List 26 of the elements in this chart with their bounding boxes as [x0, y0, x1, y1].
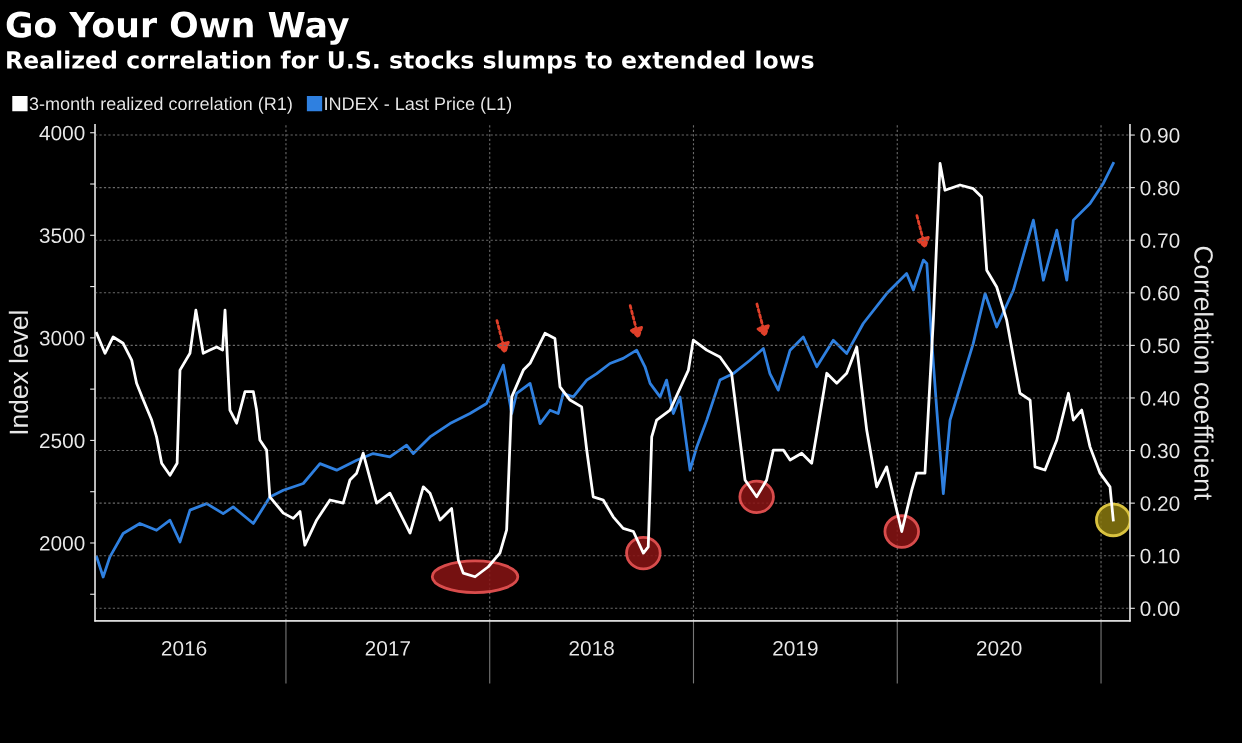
x-tick-label: 2017	[365, 640, 410, 656]
y-tick-label: 4000	[39, 125, 85, 141]
y-tick-label: 3500	[39, 228, 85, 244]
y-tick-label: 2000	[40, 535, 85, 551]
y2-tick-label: 0.40	[1140, 390, 1180, 406]
x-tick-label: 2020	[977, 640, 1022, 656]
y2-tick-label: 0.50	[1140, 338, 1180, 354]
x-tick-label: 2016	[161, 640, 207, 656]
y-axis-title: Index level	[8, 311, 29, 434]
x-tick-label: 2018	[569, 640, 614, 656]
x-tick-label: 2019	[773, 640, 818, 656]
y2-tick-label: 0.30	[1140, 443, 1180, 459]
y2-tick-label: 0.80	[1140, 180, 1180, 196]
chart-subtitle: Realized correlation for U.S. stocks slumps to extended lows	[7, 50, 814, 74]
y2-tick-label: 0.20	[1140, 496, 1180, 511]
y2-tick-label: 0.10	[1140, 548, 1180, 564]
y-tick-label: 2500	[40, 433, 85, 449]
y2-tick-label: 0.00	[1140, 601, 1180, 617]
chart-title: Go Your Own Way	[6, 11, 349, 45]
y2-tick-label: 0.60	[1140, 285, 1180, 301]
legend-label: 3-month realized correlation (R1)	[29, 96, 292, 114]
legend-label: INDEX - Last Price (L1)	[325, 96, 512, 114]
y2-axis-title: Correlation coefficient	[1194, 246, 1214, 500]
y-tick-label: 3000	[39, 330, 85, 346]
y2-tick-label: 0.70	[1140, 233, 1180, 248]
y2-tick-label: 0.90	[1140, 128, 1180, 143]
